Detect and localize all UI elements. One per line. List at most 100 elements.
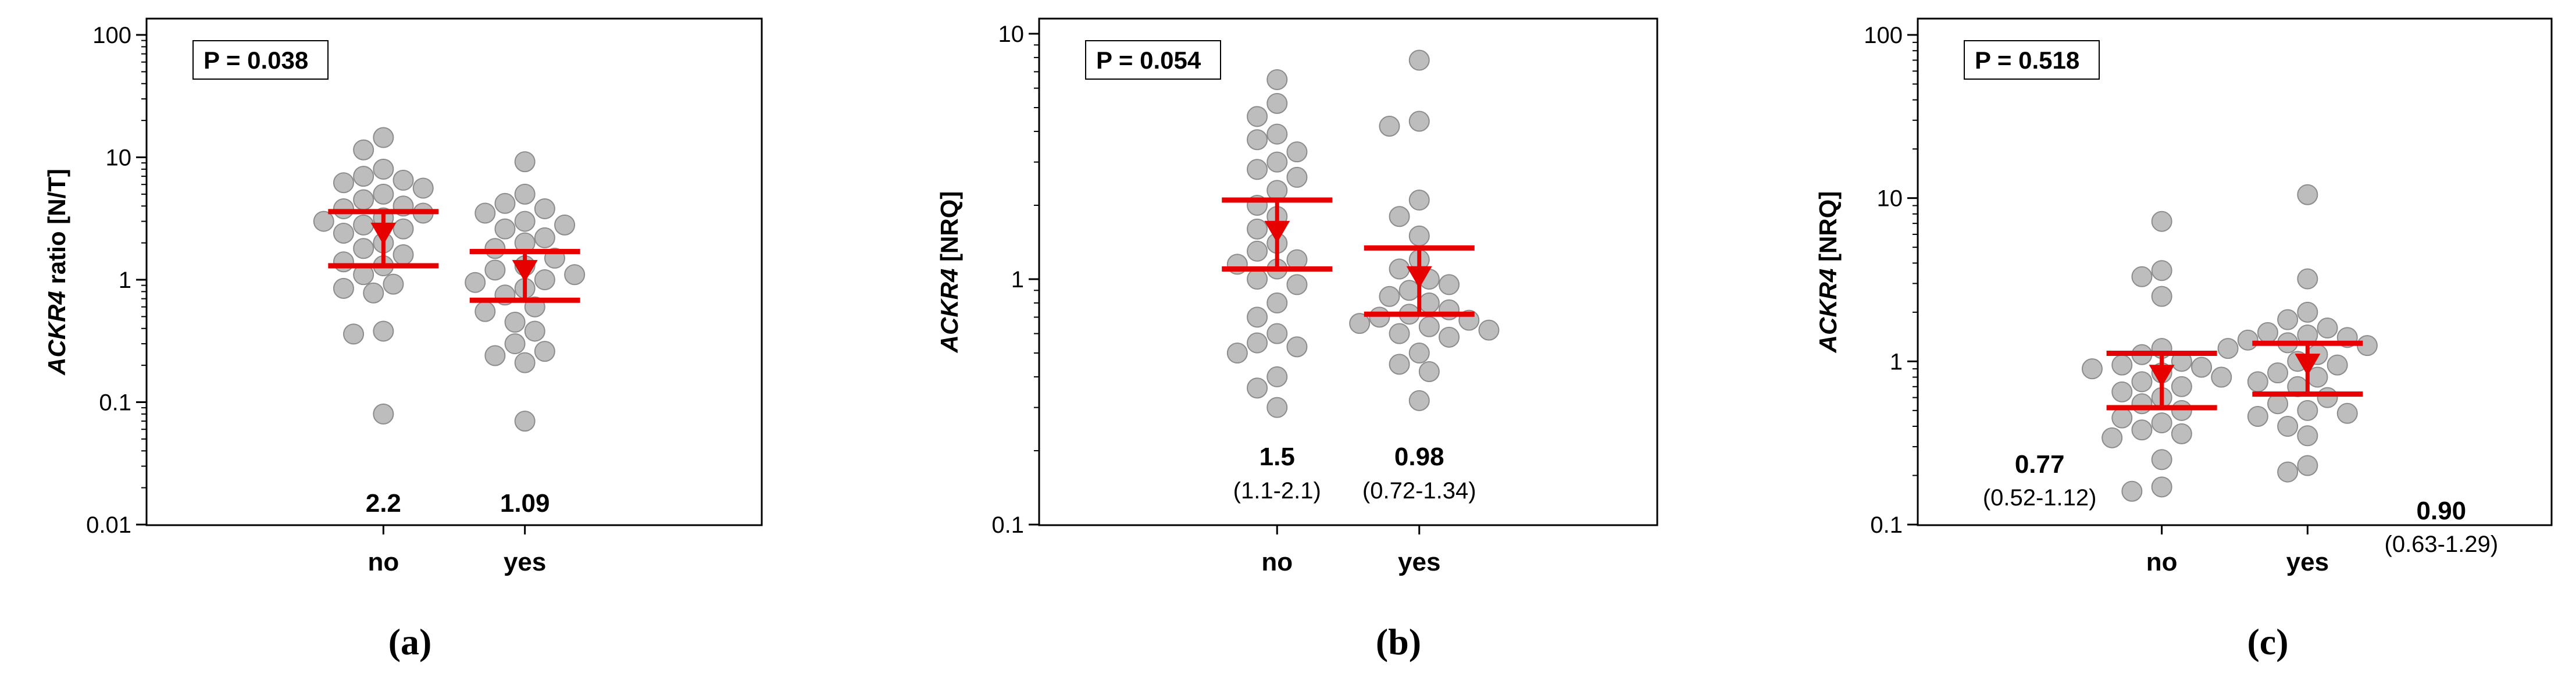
data-point: [474, 202, 496, 224]
data-point: [504, 311, 526, 333]
median-label-yes: 0.98: [1394, 443, 1444, 471]
data-point: [1439, 274, 1460, 295]
data-point: [2336, 402, 2358, 424]
data-point: [1266, 323, 1288, 344]
data-point: [514, 211, 536, 232]
y-axis-title-gene: ACKR4: [936, 269, 963, 354]
median-label-no: 2.2: [366, 489, 401, 518]
data-point: [504, 333, 526, 355]
data-point: [465, 272, 486, 293]
data-point: [2297, 425, 2318, 447]
data-point: [2327, 354, 2348, 376]
median-marker: [1264, 220, 1290, 243]
data-point: [373, 183, 394, 205]
data-point: [1369, 306, 1390, 328]
data-point: [1379, 286, 1400, 307]
data-point: [2267, 393, 2289, 415]
plot-frame: [1038, 17, 1658, 526]
data-point: [1266, 292, 1288, 313]
data-point: [1379, 115, 1400, 137]
y-axis-title-unit: [NRQ]: [936, 191, 963, 269]
y-axis-title-gene: ACKR4: [43, 291, 70, 376]
data-point: [2111, 354, 2133, 376]
panel-letter: (b): [1376, 621, 1421, 662]
data-point: [373, 127, 394, 148]
p-value-frame: [1964, 40, 2100, 80]
p-value-text: P = 0.054: [1096, 47, 1201, 74]
data-point: [2211, 366, 2232, 388]
x-category-label-no: no: [2146, 548, 2178, 576]
data-point: [1266, 366, 1288, 387]
plot-frame: [145, 17, 763, 526]
data-point: [2247, 371, 2268, 393]
y-tick-label: 0.01: [86, 512, 131, 538]
data-point: [1247, 106, 1268, 127]
data-point: [393, 218, 414, 240]
data-point: [524, 320, 545, 342]
y-tick-label: 10: [1877, 186, 1903, 212]
data-point: [333, 222, 354, 244]
data-point: [2317, 318, 2338, 339]
data-point: [514, 151, 536, 173]
data-point: [1286, 274, 1308, 295]
data-point: [1389, 354, 1410, 375]
data-point: [383, 273, 404, 295]
y-tick-label: 1: [1011, 267, 1024, 293]
data-point: [2171, 400, 2192, 421]
data-point: [1247, 218, 1268, 240]
data-point: [333, 277, 354, 299]
data-point: [554, 214, 576, 236]
data-point: [2277, 309, 2299, 330]
data-point: [353, 189, 374, 211]
data-point: [1478, 319, 1500, 341]
p-value-box: P = 0.038: [192, 40, 329, 80]
median-label-yes: 1.09: [500, 489, 550, 518]
data-point: [2081, 358, 2103, 380]
data-point: [1418, 361, 1440, 382]
data-point: [353, 214, 374, 236]
data-point: [1247, 377, 1268, 399]
data-point: [1389, 323, 1410, 344]
median-label-no: 0.77: [2015, 450, 2065, 479]
median-marker: [1406, 266, 1432, 288]
data-point: [353, 166, 374, 187]
p-value-frame: [1085, 40, 1221, 80]
data-point: [1408, 49, 1430, 71]
x-category-label-yes: yes: [2286, 548, 2329, 576]
data-point: [1247, 240, 1268, 262]
median-marker: [512, 260, 538, 283]
data-point: [2191, 357, 2213, 378]
data-point: [1408, 390, 1430, 411]
ci-label-yes: (0.63-1.29): [2385, 532, 2499, 557]
data-point: [1247, 269, 1268, 290]
x-category-label-yes: yes: [504, 548, 546, 576]
panel-letter: (c): [2247, 621, 2288, 662]
y-tick-label: 10: [106, 145, 132, 171]
data-point: [2151, 211, 2172, 232]
data-point: [2317, 387, 2338, 408]
data-point: [2297, 455, 2318, 476]
data-point: [2131, 266, 2153, 287]
data-point: [2171, 376, 2192, 397]
data-point: [484, 259, 506, 281]
data-point: [353, 238, 374, 259]
data-point: [2267, 362, 2289, 384]
y-tick-label: 10: [998, 22, 1025, 47]
y-axis-title-unit: ratio [N/T]: [43, 169, 70, 291]
data-point: [1266, 123, 1288, 145]
chart-panel-1: 0.01 0.1 1 10 100 ACKR4 ratio [N/T] P = 0.038 n…: [43, 17, 763, 662]
data-point: [1439, 326, 1460, 348]
data-point: [514, 352, 536, 373]
data-point: [2297, 400, 2318, 421]
data-point: [2151, 476, 2172, 498]
data-point: [333, 172, 354, 194]
data-point: [1389, 206, 1410, 227]
median-marker: [2295, 354, 2321, 376]
median-label-yes: 0.90: [2417, 497, 2467, 525]
data-point: [1247, 306, 1268, 328]
data-point: [2131, 393, 2153, 415]
data-point: [1408, 343, 1430, 364]
median-marker: [370, 222, 397, 245]
data-point: [343, 323, 365, 345]
